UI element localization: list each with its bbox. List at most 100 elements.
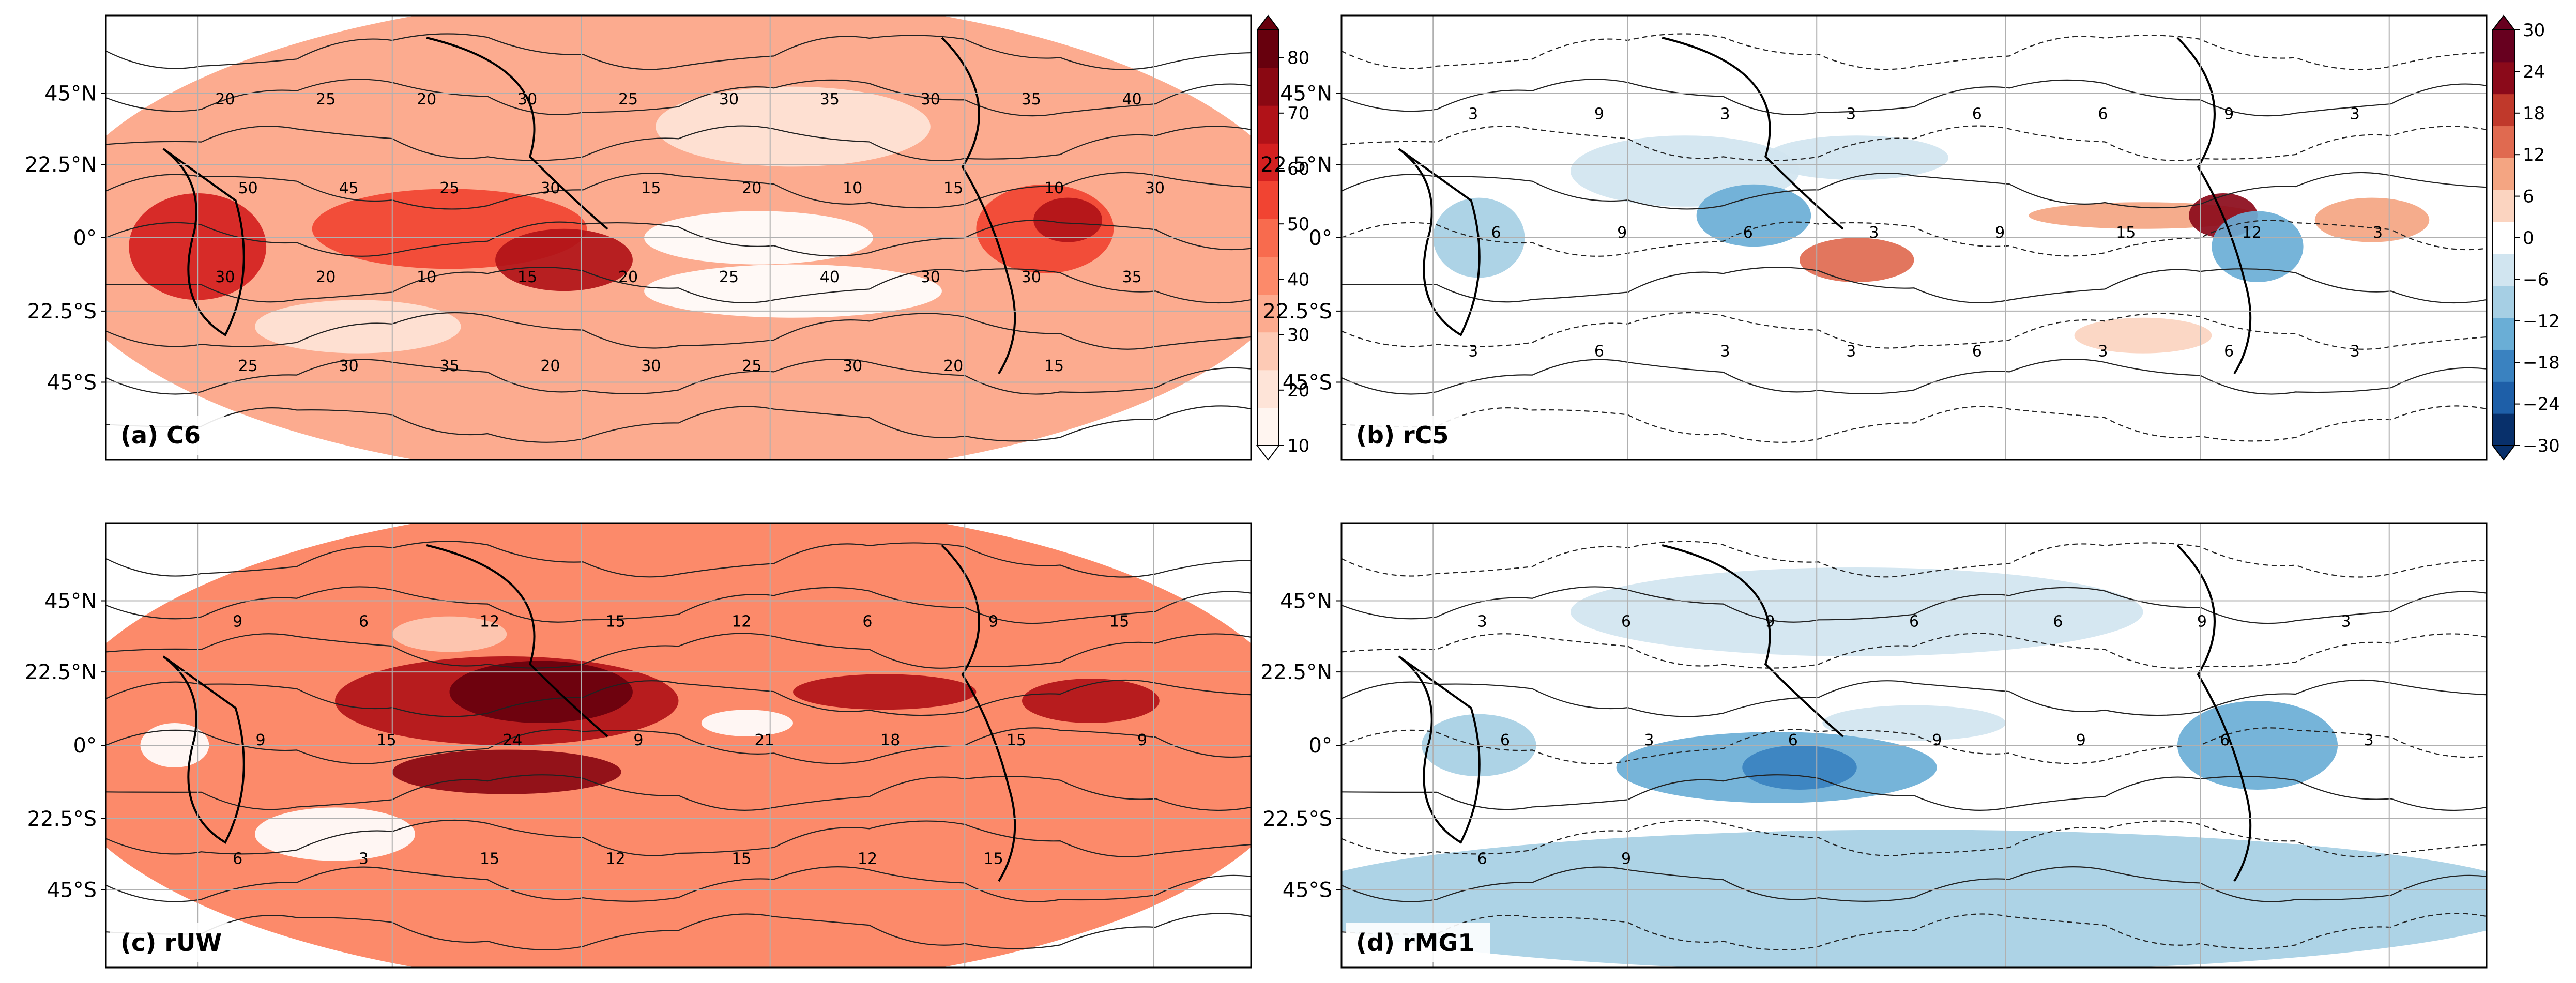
contour-label: 10 (843, 179, 862, 197)
contour-line (106, 679, 1251, 717)
panel-b: 3 9 3 3 6 6 9 3 6 9 6 3 9 15 12 3 3 6 3 3 6 3 6 3 45°N 22.5°N 0° 22… (1260, 14, 2560, 461)
colorbar-tick-label: −6 (2523, 269, 2549, 290)
contour-label: 20 (215, 90, 235, 109)
colorbar-tick-label: 80 (1287, 48, 1309, 69)
contour-label: 15 (517, 268, 537, 286)
contour-label: 9 (2076, 731, 2086, 749)
colorbar-segment (2493, 381, 2514, 414)
colorbar-segment (1257, 294, 1279, 333)
contour-label: 9 (1617, 224, 1627, 242)
colorbar-segment (1257, 256, 1279, 295)
contour-label: 6 (1477, 850, 1487, 868)
coastline (426, 37, 608, 230)
map-field-d: 3 6 9 6 6 9 3 6 3 6 9 9 6 3 6 9 (1342, 523, 2487, 967)
colorbar-segment (2493, 190, 2514, 222)
contour-line (1342, 541, 2487, 578)
contour-label: 30 (215, 268, 235, 286)
colorbar-segment (2493, 158, 2514, 190)
ytick-label: 45°S (47, 879, 97, 902)
contour-line (106, 727, 1251, 764)
colorbar-segment (2493, 126, 2514, 158)
contour-label: 6 (1972, 105, 1982, 124)
contour-label: 3 (2350, 105, 2360, 124)
contour-label: 6 (1491, 224, 1501, 242)
contour-label: 9 (233, 613, 242, 631)
contour-line (1342, 819, 2487, 857)
field-region (1765, 135, 1948, 180)
contour-label: 3 (1720, 105, 1730, 124)
contour-label: 9 (988, 613, 998, 631)
colorbar-tick-label: 10 (1287, 436, 1309, 456)
colorbar-tick-label: −18 (2523, 352, 2560, 373)
contour-label: 15 (641, 179, 661, 197)
contour-label: 18 (880, 731, 900, 749)
panel-d: 3 6 9 6 6 9 3 6 3 6 9 9 6 3 6 9 45°N 22.5°N 0° 22.5°S 45°S (d… (1260, 522, 2488, 969)
coastline (1398, 655, 1481, 844)
contour-label: 35 (1122, 268, 1142, 286)
ytick-label: 22.5°S (1263, 300, 1332, 324)
contour-label: 9 (1594, 105, 1604, 124)
contour-label: 6 (1788, 731, 1798, 749)
contour-label: 3 (2341, 613, 2351, 631)
field-region (1822, 705, 2006, 741)
map-field-b: 3 9 3 3 6 6 9 3 6 9 6 3 9 15 12 3 3 6 3 3 6 3 6 3 (1342, 16, 2487, 460)
contour-label: 6 (1594, 342, 1604, 360)
contour-label: 25 (719, 268, 739, 286)
contour-label: 9 (633, 731, 643, 749)
ytick-label: 0° (1309, 734, 1332, 758)
ytick-label: 22.5°S (27, 807, 97, 831)
colorbar-tick-label: 6 (2523, 187, 2534, 207)
contour-label: 3 (1468, 105, 1478, 124)
colorbar-b: −30 −24 −18 −12 −6 0 6 12 18 24 30 (2492, 14, 2560, 461)
colorbar-segment (1257, 332, 1279, 371)
panel-label: (a) C6 (120, 421, 201, 449)
contour-line (1342, 172, 2487, 210)
contour-label: 10 (417, 268, 436, 286)
colorbar-segment (1257, 30, 1279, 68)
field-region (1696, 184, 1811, 247)
colorbar-frame (1257, 29, 1279, 446)
contour-line (1342, 125, 2487, 161)
contour-line (1342, 312, 2487, 350)
ytick-label: 22.5°N (1260, 661, 1332, 684)
contour-line (106, 125, 1251, 161)
contour-line (106, 33, 1251, 70)
colorbar-tick-label: 50 (1287, 214, 1309, 235)
colorbar-segment (1257, 68, 1279, 106)
colorbar-segment (1257, 219, 1279, 257)
contour-label: 24 (502, 731, 522, 749)
panel-label-box (1346, 923, 1490, 962)
ytick-label: 22.5°S (27, 300, 97, 324)
contour-label: 20 (316, 268, 336, 286)
field-region (106, 523, 1251, 967)
ytick-label: 45°N (44, 590, 97, 613)
contour-label: 9 (2197, 613, 2207, 631)
contour-line (106, 359, 1251, 395)
contour-label: 50 (238, 179, 258, 197)
contour-line (1342, 633, 2487, 669)
contour-label: 3 (2350, 342, 2360, 360)
contour-label: 35 (1022, 90, 1041, 109)
contour-label: 35 (439, 357, 459, 375)
colorbar-segment (2493, 349, 2514, 382)
colorbar-tick-label: 0 (2523, 228, 2534, 249)
ytick-label: 45°S (47, 371, 97, 395)
ytick-label: 0° (73, 734, 97, 758)
contour-label: 15 (984, 850, 1003, 868)
coastline (941, 37, 1016, 375)
contour-label: 12 (2242, 224, 2262, 242)
contour-label: 15 (731, 850, 751, 868)
panel-label-box (110, 416, 224, 455)
contour-label: 15 (606, 613, 626, 631)
ytick-label: 45°S (1283, 371, 1332, 395)
contour-label: 30 (921, 90, 940, 109)
contour-line (106, 220, 1251, 257)
field-region (1800, 238, 1914, 282)
contour-label: 6 (2098, 105, 2108, 124)
contour-label: 12 (731, 613, 751, 631)
panel-label: (d) rMG1 (1356, 929, 1474, 957)
contour-label: 35 (820, 90, 840, 109)
colorbar-tick-label: −24 (2523, 394, 2560, 415)
contour-label: 30 (517, 90, 537, 109)
contour-label: 15 (2116, 224, 2136, 242)
